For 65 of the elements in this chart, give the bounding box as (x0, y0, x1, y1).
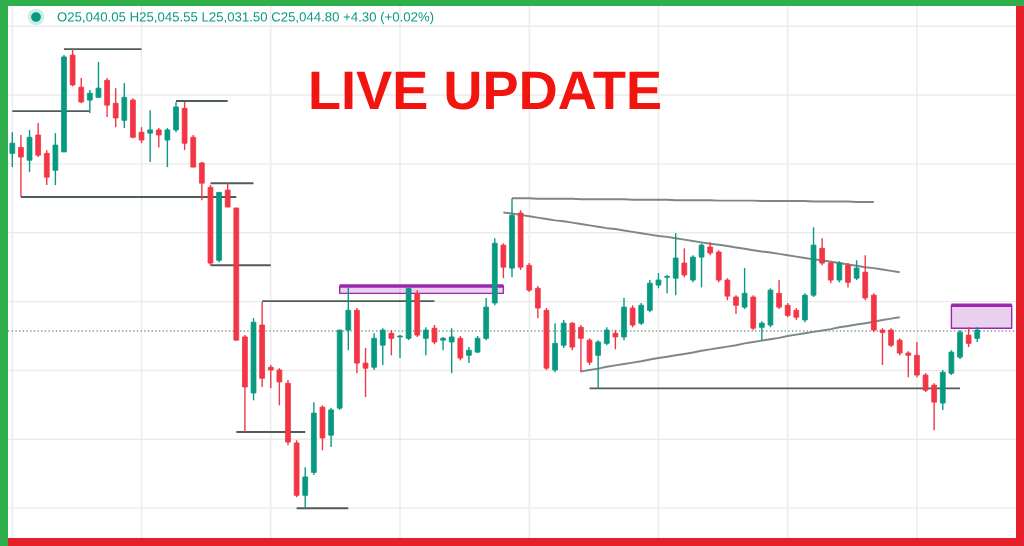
candlestick (199, 161, 205, 201)
candlestick (879, 327, 886, 366)
candlestick (638, 302, 645, 326)
candlestick (276, 367, 283, 407)
candlestick (681, 247, 688, 278)
candlestick (836, 260, 843, 284)
candlestick (457, 335, 464, 362)
candlestick (560, 319, 567, 349)
candlestick (18, 134, 24, 198)
candlestick (724, 277, 731, 301)
candlestick (466, 346, 472, 364)
candlestick (948, 349, 955, 376)
candlestick (612, 329, 619, 351)
candlestick (267, 364, 274, 390)
candlestick (78, 77, 85, 105)
candlestick (379, 327, 386, 366)
candlestick (733, 294, 739, 315)
candlestick (931, 382, 937, 431)
text: O25,040.05 H25,045.55 L25,031.50 C25,044.80 +4.30 (+0.02%) (57, 11, 434, 25)
candlestick (87, 89, 93, 114)
candlestick (26, 129, 33, 173)
candlestick (819, 237, 825, 267)
candlestick (888, 327, 894, 348)
candlestick (690, 254, 696, 284)
candlestick (95, 61, 102, 99)
candlestick (155, 127, 162, 149)
candlestick (595, 339, 601, 390)
candlestick (965, 326, 972, 348)
candlestick (905, 350, 912, 379)
candlestick (853, 259, 860, 281)
candlestick (345, 286, 352, 351)
candlestick (664, 274, 670, 295)
candlestick (586, 337, 593, 366)
chart-title: LIVE UPDATE (311, 71, 660, 110)
candlestick (440, 336, 446, 351)
candlestick (776, 279, 782, 310)
candlestick (362, 347, 369, 398)
candlestick (147, 109, 153, 163)
candlestick (112, 87, 119, 128)
candlestick (922, 372, 929, 393)
candlestick (698, 242, 705, 289)
candlestick (578, 324, 584, 373)
candlestick (431, 324, 438, 345)
candlestick (388, 329, 395, 357)
candlestick (629, 304, 636, 329)
candlestick (35, 122, 41, 158)
candlestick (302, 466, 309, 509)
candlestick (423, 326, 429, 357)
candlestick (397, 334, 403, 359)
candlestick (845, 262, 851, 289)
candlestick (741, 267, 748, 310)
candlestick (448, 327, 455, 374)
candlestick (914, 341, 920, 379)
candlestick (173, 101, 179, 133)
candlestick (164, 127, 171, 168)
candlestick (9, 131, 16, 168)
candlestick (224, 182, 231, 208)
candlestick (672, 232, 679, 296)
candlestick (569, 321, 576, 351)
candlestick (500, 242, 507, 279)
candlestick (43, 149, 50, 186)
candlestick (535, 285, 541, 319)
candlestick (121, 82, 128, 129)
candlestick (759, 320, 765, 341)
candlestick (827, 260, 834, 284)
